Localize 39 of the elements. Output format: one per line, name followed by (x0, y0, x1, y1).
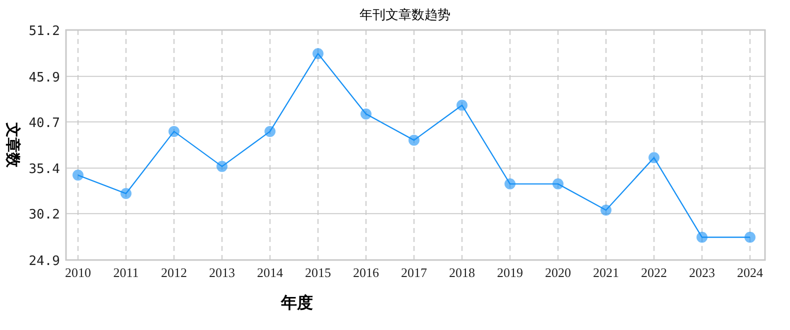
x-tick-label: 2013 (209, 265, 235, 280)
y-tick-label: 35.4 (28, 162, 60, 178)
y-tick-label: 45.9 (28, 70, 60, 86)
point (72, 170, 84, 181)
x-tick-label: 2011 (113, 265, 139, 280)
y-tick-label: 40.7 (28, 116, 60, 131)
x-tick-label: 2018 (449, 265, 475, 280)
y-axis-title: 文章数 (4, 122, 22, 168)
point (168, 126, 180, 137)
point (408, 134, 420, 146)
y-tick-label: 24.9 (28, 254, 60, 269)
point (600, 204, 612, 216)
x-tick-label: 2015 (305, 265, 331, 280)
x-tick-label: 2012 (161, 265, 187, 280)
point (456, 100, 468, 111)
x-tick-label: 2020 (545, 265, 571, 280)
point (744, 232, 756, 243)
y-tick-label: 30.2 (28, 208, 60, 223)
point (504, 178, 516, 190)
point (264, 126, 276, 137)
x-tick-label: 2023 (689, 265, 715, 280)
point (696, 232, 708, 243)
x-tick-label: 2024 (737, 265, 764, 280)
point (120, 188, 132, 200)
x-axis-title: 年度 (280, 293, 313, 312)
point (216, 160, 228, 172)
point (312, 48, 324, 60)
y-tick-label: 51.2 (28, 24, 60, 39)
x-tick-label: 2021 (593, 265, 619, 280)
x-tick-label: 2019 (497, 265, 523, 280)
point (360, 108, 372, 120)
point (552, 178, 564, 190)
point (648, 152, 660, 164)
x-tick-label: 2016 (353, 265, 380, 280)
chart-title: 年刊文章数趋势 (360, 7, 450, 22)
x-tick-label: 2022 (641, 265, 667, 280)
x-tick-label: 2017 (401, 265, 428, 280)
x-tick-label: 2014 (257, 265, 284, 280)
x-tick-label: 2010 (65, 265, 91, 280)
